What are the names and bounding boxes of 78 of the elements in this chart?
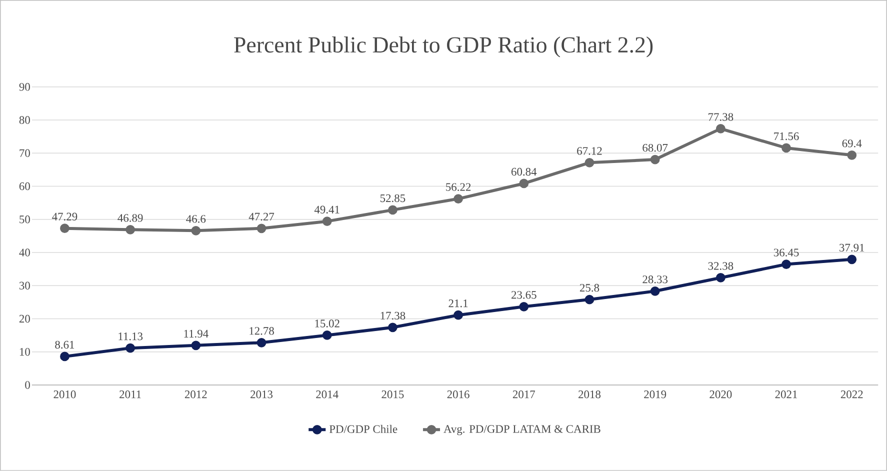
point <box>650 154 660 164</box>
data-label: 21.1 <box>448 300 468 308</box>
x-tick-label: 2021 <box>775 390 798 398</box>
point <box>126 225 135 234</box>
x-tick-label: 2019 <box>644 390 666 398</box>
x-tick-label: 2022 <box>840 390 863 398</box>
data-label: 17.38 <box>380 312 406 320</box>
point <box>454 194 463 204</box>
point <box>847 254 857 264</box>
y-tick-label: 30 <box>19 282 30 290</box>
y-tick-label: 40 <box>19 248 30 256</box>
point <box>716 124 726 134</box>
point <box>322 330 332 340</box>
data-label: 25.8 <box>580 284 600 292</box>
data-label: 11.94 <box>184 330 208 338</box>
point <box>782 260 791 269</box>
x-tick-label: 2020 <box>710 390 732 398</box>
chart-title: Percent Public Debt to GDP Ratio (Chart 2.2) <box>234 36 653 58</box>
x-tick-label: 2010 <box>54 390 76 398</box>
data-label: 47.27 <box>248 212 274 221</box>
data-label: 8.61 <box>55 340 74 349</box>
x-tick-label: 2011 <box>120 390 141 398</box>
legend-label: PD/GDP Chile <box>329 424 398 434</box>
data-label: 46.6 <box>186 215 206 223</box>
x-tick-label: 2015 <box>382 390 404 398</box>
y-tick-label: 50 <box>20 216 30 224</box>
point <box>650 286 660 296</box>
legend-label: Avg. PD/GDP LATAM & CARIB <box>444 425 600 436</box>
data-label: 37.91 <box>840 244 864 252</box>
x-tick-label: 2012 <box>184 390 207 398</box>
y-tick-label: 10 <box>20 348 30 356</box>
point <box>388 205 398 215</box>
point <box>519 178 529 188</box>
point <box>584 158 594 168</box>
point <box>519 302 529 312</box>
point <box>847 150 857 160</box>
point <box>782 143 791 153</box>
data-label: 23.65 <box>512 291 536 299</box>
x-tick-label: 2016 <box>447 390 470 398</box>
point <box>126 343 135 353</box>
data-label: 69.4 <box>842 140 862 148</box>
data-label: 15.02 <box>315 320 340 328</box>
y-tick-label: 70 <box>20 149 30 158</box>
data-label: 28.33 <box>642 276 668 284</box>
data-label: 71.56 <box>774 132 799 140</box>
data-label: 60.84 <box>511 168 537 176</box>
x-tick-label: 2013 <box>250 390 273 398</box>
point <box>256 338 266 348</box>
x-tick-label: 2018 <box>578 390 601 398</box>
data-label: 77.38 <box>708 113 734 121</box>
point <box>716 273 726 282</box>
x-tick-label: 2017 <box>512 390 536 398</box>
data-label: 36.45 <box>774 248 799 256</box>
x-tick-label: 2014 <box>316 390 338 398</box>
point <box>388 322 398 332</box>
y-tick-label: 0 <box>25 381 30 389</box>
y-tick-label: 80 <box>19 116 30 124</box>
data-label: 52.85 <box>380 194 406 202</box>
point <box>454 310 463 320</box>
data-label: 67.12 <box>577 147 602 155</box>
point <box>322 216 332 226</box>
point <box>60 352 70 362</box>
data-label: 46.89 <box>118 214 143 222</box>
y-tick-label: 60 <box>19 182 30 190</box>
y-tick-label: 90 <box>19 83 30 91</box>
data-label: 56.22 <box>446 183 471 191</box>
data-label: 49.41 <box>314 206 340 214</box>
point <box>191 226 201 236</box>
data-label: 68.07 <box>642 144 668 152</box>
point <box>256 224 266 234</box>
point <box>60 224 70 234</box>
data-label: 11.13 <box>118 332 143 340</box>
data-label: 47.29 <box>52 212 78 221</box>
data-label: 32.38 <box>708 262 734 270</box>
point <box>191 340 201 350</box>
point <box>584 294 594 304</box>
y-tick-label: 20 <box>19 314 30 323</box>
data-label: 12.78 <box>250 327 274 335</box>
